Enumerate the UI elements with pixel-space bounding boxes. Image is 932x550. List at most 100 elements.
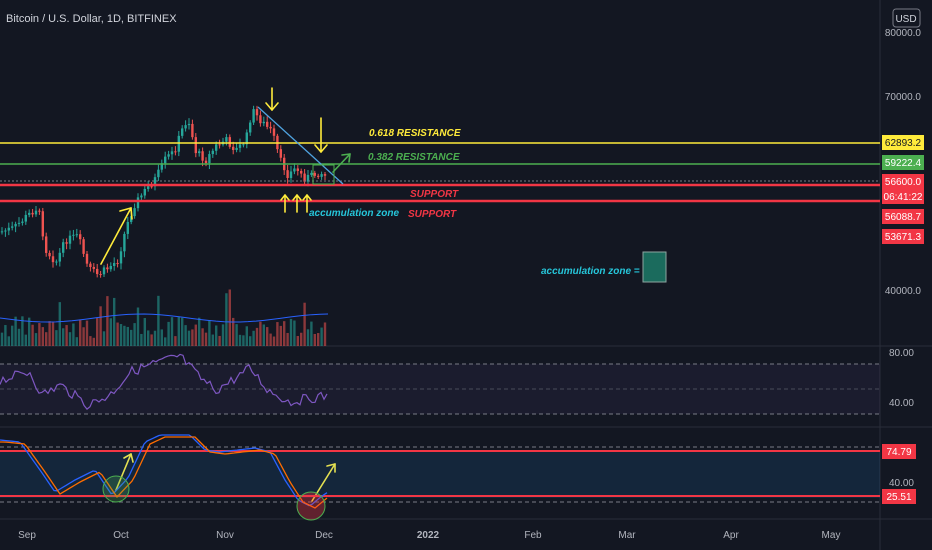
volume-bar [55, 330, 58, 346]
volume-bar [235, 324, 238, 346]
volume-bar [48, 321, 51, 346]
volume-bar [276, 322, 279, 346]
countdown-text: 06:41:22 [884, 192, 923, 203]
time-axis[interactable]: Sep Oct Nov Dec 2022 Feb Mar Apr May [18, 530, 840, 541]
volume-bar [34, 333, 38, 346]
volume-bar [272, 336, 276, 346]
candle-body [174, 151, 177, 153]
candle-body [21, 221, 24, 223]
volume-bar [109, 318, 112, 346]
candle-body [245, 132, 248, 145]
volume-bar [181, 317, 184, 346]
volume-bar [269, 333, 272, 346]
volume-bar [225, 293, 228, 346]
candle-body [92, 266, 95, 269]
candle-body [89, 263, 92, 267]
price-tick: 80000.0 [885, 28, 922, 39]
volume-bar [119, 324, 123, 346]
volume-bar [232, 317, 235, 346]
candle-body [215, 144, 218, 151]
candle-body [323, 174, 327, 176]
currency-button[interactable] [892, 8, 921, 28]
resistance-382-badge-text: 59222.4 [885, 158, 922, 169]
volume-bar [255, 327, 259, 346]
stoch-lower-badge-text: 25.51 [886, 492, 911, 503]
descending-trendline[interactable] [257, 106, 344, 185]
volume-bar [303, 302, 306, 346]
volume-bars [0, 289, 329, 346]
candle-body [62, 242, 65, 253]
time-label: May [822, 530, 841, 541]
candle-body [232, 146, 235, 150]
resistance-382-label: 0.382 RESISTANCE [368, 152, 460, 163]
candle-body [75, 234, 78, 236]
stoch-upper-badge-text: 74.79 [886, 447, 911, 458]
volume-bar [4, 325, 7, 346]
volume-bar [215, 325, 218, 346]
volume-bar [157, 295, 160, 346]
arrow-down-icon [314, 117, 328, 153]
volume-bar [283, 321, 286, 346]
candle-body [45, 236, 48, 253]
candle-body [289, 171, 293, 178]
volume-bar [62, 328, 65, 346]
candle-body [34, 210, 38, 215]
resistance-618-label: 0.618 RESISTANCE [369, 128, 461, 139]
candle-body [266, 121, 269, 127]
candle-body [272, 128, 276, 136]
candle-body [4, 230, 7, 232]
volume-bar [279, 325, 282, 346]
accumulation-box[interactable] [312, 164, 335, 185]
price-tick: 40000.0 [885, 286, 922, 297]
volume-bar [136, 307, 140, 346]
volume-bar [0, 332, 4, 346]
arrow-up-icon [280, 194, 290, 213]
volume-bar [75, 337, 78, 346]
volume-bar [293, 320, 296, 346]
candle-body [31, 212, 34, 215]
volume-bar [72, 323, 75, 346]
candle-body [201, 151, 204, 161]
time-label: Oct [113, 530, 129, 541]
candle-body [286, 170, 289, 178]
candle-body [296, 168, 299, 171]
time-label: Nov [216, 530, 234, 541]
volume-bar [17, 328, 21, 346]
volume-bar [89, 336, 92, 346]
volume-bar [289, 318, 293, 346]
volume-bar [266, 327, 269, 346]
volume-bar [126, 326, 129, 346]
candle-body [28, 212, 31, 215]
volume-bar [130, 329, 133, 346]
resistance-382-badge [882, 155, 924, 170]
volume-bar [28, 317, 31, 346]
candle-body [11, 226, 14, 228]
volume-bar [170, 317, 174, 346]
candle-body [317, 175, 320, 177]
volume-bar [204, 332, 208, 346]
volume-bar [102, 331, 106, 346]
volume-bar [306, 329, 310, 346]
candle-body [68, 235, 72, 244]
rsi-tick: 80.00 [889, 348, 914, 359]
volume-bar [143, 318, 146, 346]
accumulation-legend-label: accumulation zone = [541, 266, 640, 277]
volume-bar [187, 330, 191, 346]
volume-bar [24, 334, 27, 346]
candle-body [153, 177, 157, 187]
time-label: 2022 [417, 530, 440, 541]
candle-body [38, 210, 41, 212]
arrow-up-icon [100, 207, 133, 265]
volume-bar [45, 332, 48, 346]
volume-bar [21, 316, 24, 346]
time-label: Sep [18, 530, 36, 541]
volume-bar [194, 324, 197, 346]
volume-bar [228, 289, 231, 346]
candle-body [157, 169, 160, 178]
volume-bar [79, 319, 82, 346]
volume-bar [160, 329, 163, 346]
volume-bar [150, 334, 153, 346]
candle-body [17, 222, 21, 224]
